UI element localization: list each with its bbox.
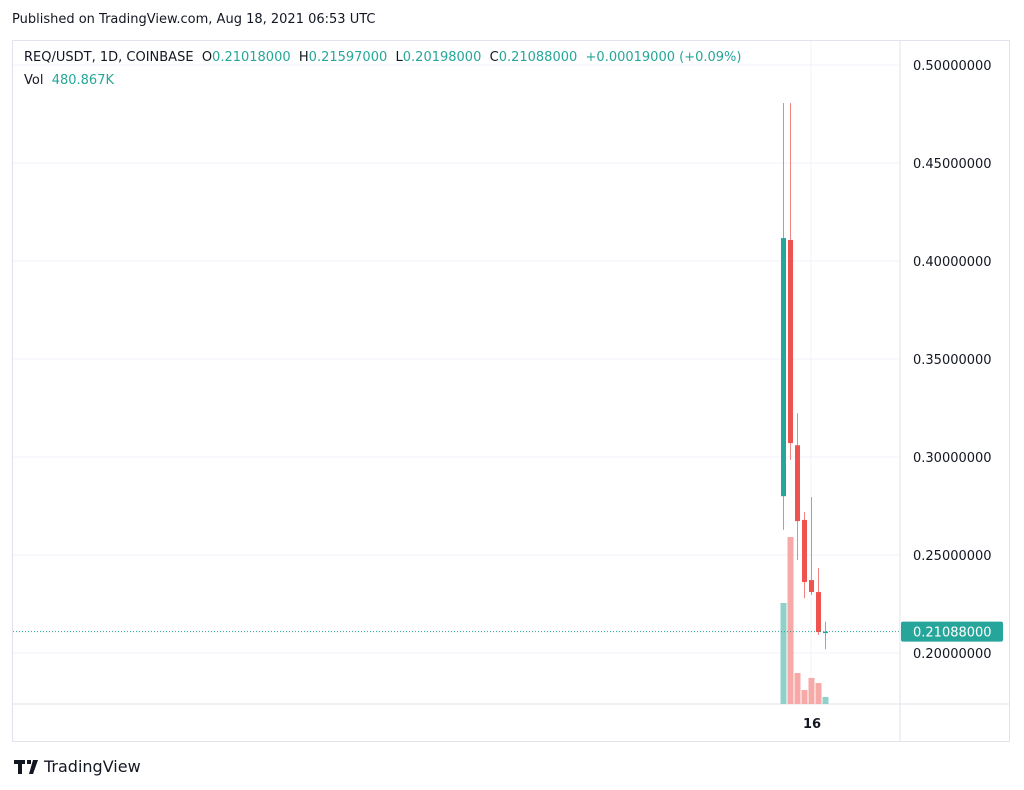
volume-bar [801, 690, 808, 704]
tradingview-logo-icon [14, 759, 38, 774]
volume-bar [822, 697, 829, 704]
open-value: 0.21018000 [212, 50, 291, 65]
y-tick-label: 0.30000000 [913, 451, 992, 466]
x-tick-label: 16 [803, 717, 821, 732]
y-tick-label: 0.50000000 [913, 59, 992, 74]
close-label: C [489, 50, 499, 65]
volume-legend: Vol 480.867K [24, 73, 114, 88]
y-tick-label: 0.40000000 [913, 255, 992, 270]
low-value: 0.20198000 [402, 50, 482, 65]
candle-body [781, 238, 786, 497]
last-price-label: 0.21088000 [913, 626, 992, 641]
volume-bar [787, 537, 794, 704]
volume-bar [815, 683, 822, 704]
ohlc-legend: REQ/USDT, 1D, COINBASE O0.21018000 H0.21… [24, 50, 741, 65]
y-tick-label: 0.25000000 [913, 549, 992, 564]
y-tick-label: 0.45000000 [913, 157, 992, 172]
candle-body [816, 592, 821, 633]
candle-body [809, 580, 814, 593]
volume-bar [794, 672, 801, 704]
published-caption: Published on TradingView.com, Aug 18, 20… [12, 12, 376, 27]
y-tick-label: 0.20000000 [913, 647, 992, 662]
volume-value: 480.867K [51, 73, 115, 88]
change-value: +0.00019000 (+0.09%) [585, 50, 742, 65]
volume-bar [808, 677, 815, 704]
close-value: 0.21088000 [498, 50, 578, 65]
tradingview-logo[interactable]: TradingView [14, 757, 141, 776]
candle-body [823, 631, 828, 634]
low-label: L [395, 50, 403, 65]
y-tick-label: 0.35000000 [913, 353, 992, 368]
candle-body [795, 445, 800, 522]
symbol-info[interactable]: REQ/USDT, 1D, COINBASE [24, 50, 194, 65]
high-value: 0.21597000 [308, 50, 388, 65]
last-price-badge [901, 621, 1003, 642]
candle-body [788, 240, 793, 444]
volume-label: Vol [24, 73, 44, 88]
high-label: H [298, 50, 309, 65]
logo-text: TradingView [44, 757, 141, 776]
volume-bar [780, 602, 787, 704]
candle-body [802, 519, 807, 583]
open-label: O [201, 50, 213, 65]
chart-frame[interactable] [12, 40, 1010, 742]
